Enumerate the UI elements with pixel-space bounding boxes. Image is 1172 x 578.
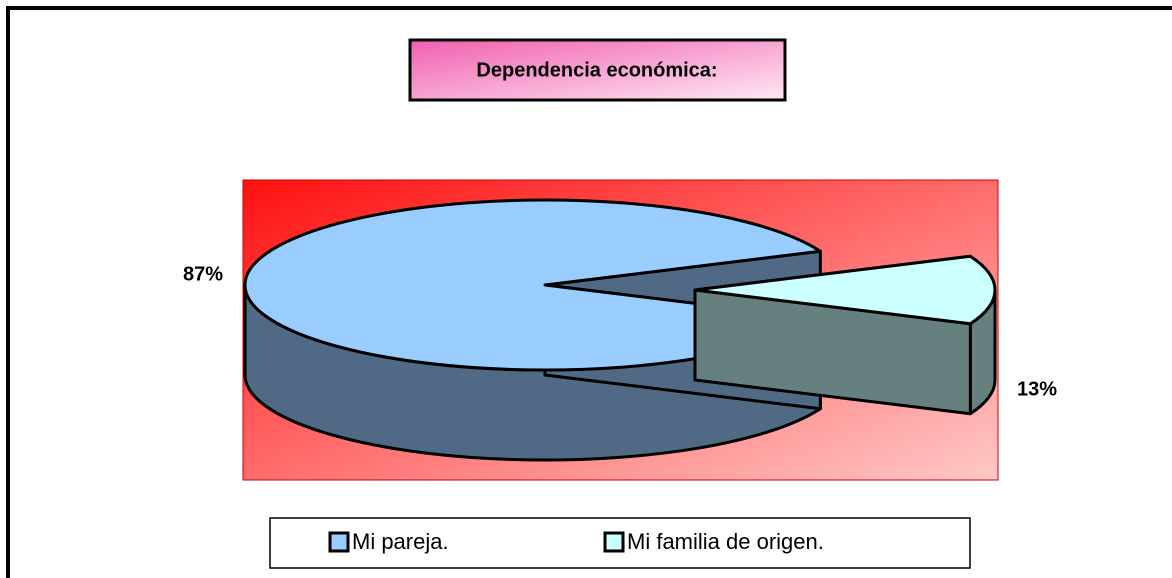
slice-top [243, 198, 822, 372]
legend-label: Mi familia de origen. [627, 529, 824, 554]
pie [243, 198, 997, 462]
data-label: 87% [183, 263, 223, 285]
chart-title: Dependencia económica: [476, 59, 717, 81]
data-label: 13% [1017, 378, 1057, 400]
chart-frame [6, 6, 1172, 578]
legend-swatch [328, 531, 350, 553]
legend-swatch [603, 531, 625, 553]
legend-label: Mi pareja. [352, 529, 449, 554]
slice-top [693, 254, 997, 326]
title-box [408, 38, 787, 102]
pie-slice [693, 254, 997, 416]
pie-slice [243, 198, 822, 462]
